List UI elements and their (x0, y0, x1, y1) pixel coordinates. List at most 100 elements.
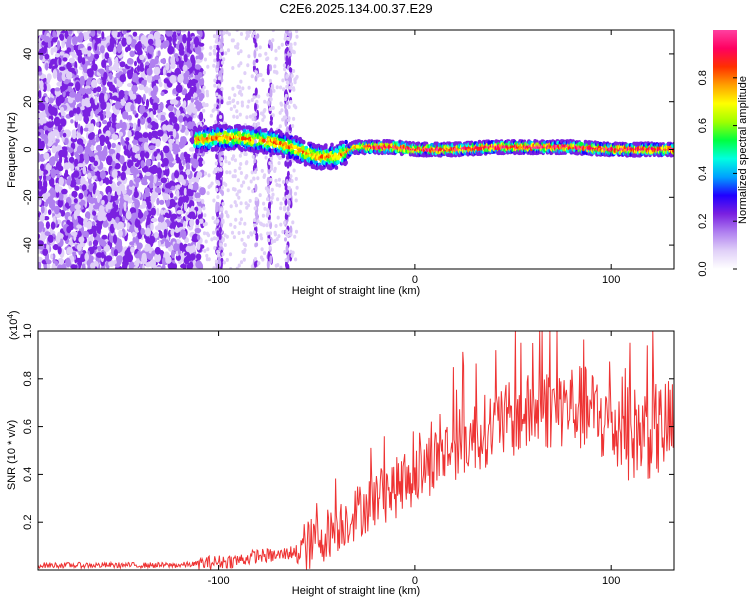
spectrogram-cell (119, 61, 126, 68)
spectrogram-cell (278, 124, 282, 129)
spectrogram-cell (253, 38, 257, 44)
spectrogram-cell (164, 195, 169, 201)
spectrogram-cell (253, 206, 257, 211)
spectrogram-cell (266, 231, 270, 236)
spectrogram-cell (275, 237, 279, 242)
spectrogram-cell (50, 221, 56, 230)
spectrogram-cell (261, 118, 265, 122)
spectrogram-cell (287, 194, 291, 199)
spectrogram-cell (209, 113, 213, 118)
spectrogram-cell (111, 169, 118, 179)
spectrogram-cell (211, 108, 215, 113)
spectrogram-cell (252, 218, 257, 223)
spectrogram-cell (195, 174, 200, 184)
spectrogram-cell (236, 84, 240, 89)
spectrogram-cell (43, 216, 50, 221)
spectrogram-cell (142, 264, 146, 269)
spectrogram-cell (116, 224, 121, 231)
spectrogram-cell (202, 206, 206, 211)
spectrogram-cell (284, 32, 288, 37)
spectrogram-cell (266, 259, 270, 269)
spectrogram-cell (154, 246, 161, 255)
spectrogram-cell (124, 103, 131, 113)
spectrogram-cell (188, 261, 194, 269)
spectrogram-cell (233, 225, 237, 229)
spectrogram-cell (188, 79, 193, 89)
spectrogram-cell (252, 176, 256, 181)
spectrogram-cell (227, 96, 232, 101)
spectrogram-cell (250, 139, 255, 145)
spectrogram-cell (121, 167, 126, 172)
spectrogram-cell (152, 102, 159, 111)
spectrogram-cell (271, 106, 275, 110)
spectrogram-cell (143, 194, 147, 200)
spectrogram-cell (134, 186, 138, 195)
spectrogram-cell (246, 104, 250, 109)
spectrogram-cell (238, 112, 242, 117)
spectrogram-cell (172, 37, 177, 42)
spectrogram-cell (193, 79, 198, 84)
spectrogram-cell (254, 87, 258, 96)
spectrogram-cell (267, 189, 271, 194)
spectrogram-cell (92, 239, 99, 247)
spectrogram-cell (45, 83, 51, 92)
spectrogram-cell (239, 201, 243, 206)
spectrogram-cell (54, 182, 60, 193)
spectrogram-cell (205, 93, 210, 98)
spectrogram-cell (260, 247, 264, 252)
spectrogram-cell (87, 68, 94, 78)
spectrogram-cell (218, 232, 222, 241)
spectrogram-cell (213, 78, 217, 83)
spectrogram-cell (156, 129, 164, 137)
spectrogram-cell (225, 257, 229, 262)
spectrogram-cell (73, 210, 78, 220)
spectrogram-cell (104, 93, 108, 102)
spectrogram-cell (294, 257, 298, 262)
spectrogram-cell (66, 47, 72, 53)
spectrogram-cell (231, 38, 235, 43)
spectrogram-cell (95, 135, 100, 143)
spectrogram-cell (293, 191, 298, 196)
spectrogram-cell (280, 102, 284, 107)
spectrogram-cell (163, 228, 168, 239)
spectrogram-cell (191, 159, 199, 169)
spectrogram-cell (120, 171, 126, 181)
spectrogram-cell (67, 216, 73, 221)
spectrogram-cell (229, 107, 233, 111)
spectrogram-cell (91, 79, 98, 88)
spectrogram-cell (279, 222, 283, 227)
spectrogram-cell (224, 210, 228, 215)
spectrogram-cell (72, 35, 78, 46)
spectrogram-cell (284, 93, 288, 98)
spectrogram-cell (190, 137, 195, 145)
spectrogram-cell (224, 51, 228, 56)
spectrogram-cell (101, 251, 105, 259)
spectrogram-cell (78, 258, 83, 267)
spectrogram-cell (217, 76, 221, 81)
spectrogram-cell (105, 65, 109, 75)
spectrogram-cell (87, 46, 92, 51)
spectrogram-cell (252, 65, 256, 70)
spectrogram-cell (288, 30, 292, 34)
spectrogram-cell (66, 129, 71, 138)
spectrogram-cell (52, 244, 59, 251)
spectrogram-cell (59, 66, 66, 71)
spectrogram-cell (123, 194, 130, 201)
spectrogram-cell (134, 162, 140, 168)
spectrogram-cell (219, 55, 223, 60)
spectrogram-cell (68, 57, 76, 64)
spectrogram-cell (222, 31, 226, 35)
spectrogram-cell (216, 195, 220, 199)
spectrogram-cell (57, 257, 65, 266)
spectrogram-cell (161, 264, 166, 269)
spectrogram-cell (273, 232, 277, 237)
spectrogram-cell (94, 95, 98, 106)
spectrogram-cell (68, 82, 74, 87)
spectrogram-cell (161, 221, 168, 232)
spectrogram-cell (46, 259, 52, 265)
spectrogram-cell (151, 95, 158, 100)
spectrogram-cell (203, 103, 207, 108)
spectrogram-cell (154, 122, 159, 130)
spectrogram-cell (45, 192, 51, 198)
